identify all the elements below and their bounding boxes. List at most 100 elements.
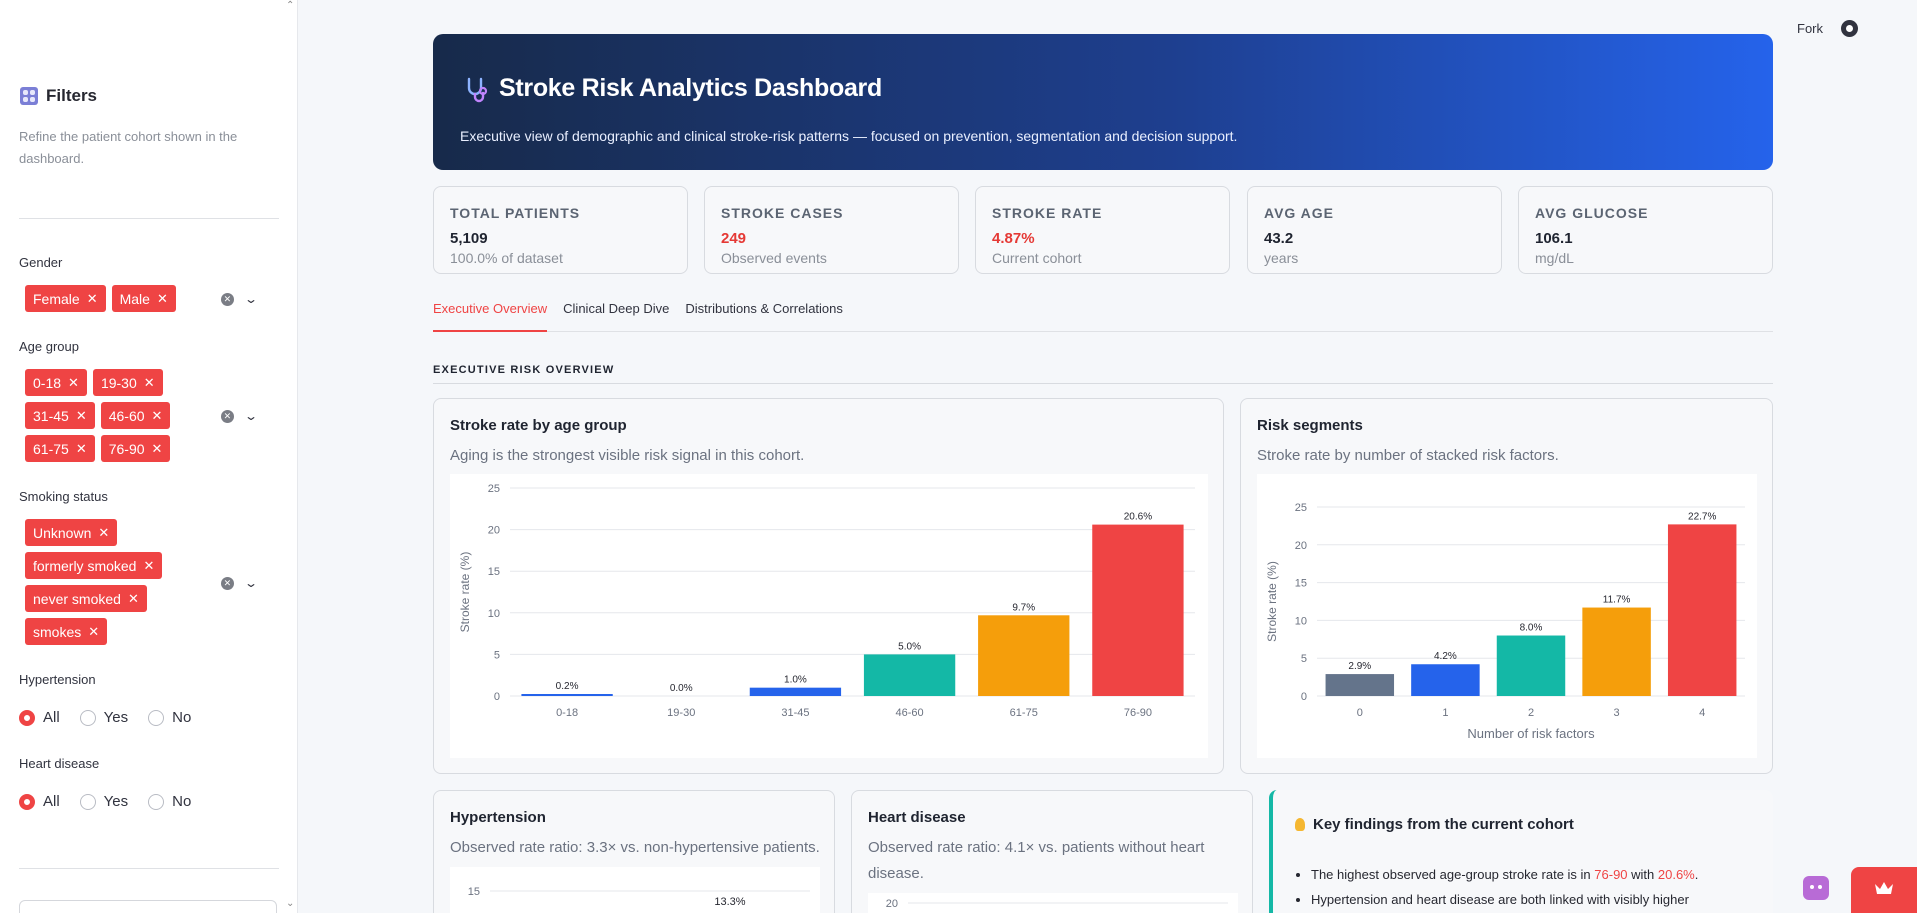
radio-option[interactable]: Yes bbox=[79, 793, 129, 810]
filter-tag[interactable]: 76-90 ✕ bbox=[100, 435, 171, 462]
radio-option[interactable]: Yes bbox=[79, 709, 128, 726]
radio-button[interactable] bbox=[148, 793, 165, 810]
sidebar-input[interactable] bbox=[19, 900, 277, 913]
clear-icon[interactable]: ✕ bbox=[220, 292, 234, 306]
tag-label: Female bbox=[33, 290, 80, 307]
fork-link[interactable]: Fork bbox=[1797, 21, 1823, 36]
kpi-card: AVG AGE 43.2 years bbox=[1247, 186, 1502, 274]
bar bbox=[1325, 674, 1395, 696]
remove-tag-icon[interactable]: ✕ bbox=[143, 557, 155, 573]
stethoscope-icon bbox=[467, 77, 488, 102]
filter-tag[interactable]: 61-75 ✕ bbox=[25, 435, 95, 462]
filter-tag[interactable]: 46-60 ✕ bbox=[100, 402, 171, 429]
remove-tag-icon[interactable]: ✕ bbox=[75, 407, 87, 423]
y-tick-label: 20 bbox=[1295, 540, 1307, 552]
bar-value-label: 13.3% bbox=[714, 896, 745, 908]
clear-icon[interactable]: ✕ bbox=[220, 576, 234, 590]
crown-button[interactable] bbox=[1851, 867, 1917, 913]
remove-tag-icon[interactable]: ✕ bbox=[88, 623, 100, 639]
kpi-value: 249 bbox=[721, 230, 747, 247]
radio-button[interactable] bbox=[79, 793, 96, 810]
filter-tag[interactable]: Male ✕ bbox=[111, 285, 176, 312]
x-tick-label: 3 bbox=[1614, 707, 1620, 719]
remove-tag-icon[interactable]: ✕ bbox=[98, 524, 110, 540]
radio-button[interactable] bbox=[19, 709, 35, 726]
y-tick-label: 15 bbox=[488, 566, 500, 578]
chevron-up-icon[interactable]: ⌃ bbox=[286, 0, 295, 11]
y-tick-label: 0 bbox=[1301, 691, 1307, 703]
gender-controls: ✕ ⌄ bbox=[220, 292, 259, 306]
bar bbox=[1411, 664, 1480, 696]
risk-chart-plot: 0 5 10 15 20 25 2.9% 0 4.2% 1 8.0% 2 11.7% 3 22.7% 4 Str… bbox=[1257, 474, 1757, 758]
section-title: EXECUTIVE RISK OVERVIEW bbox=[433, 364, 615, 376]
x-tick-label: 4 bbox=[1699, 707, 1705, 719]
chevron-down-icon[interactable]: ⌄ bbox=[243, 409, 259, 423]
kpi-label: AVG AGE bbox=[1264, 205, 1335, 221]
radio-label: Yes bbox=[103, 793, 129, 810]
card-title: Risk segments bbox=[1257, 417, 1363, 434]
assistant-bot-icon[interactable] bbox=[1803, 876, 1829, 900]
remove-tag-icon[interactable]: ✕ bbox=[127, 590, 139, 606]
dashboard-subtitle: Executive view of demographic and clinic… bbox=[460, 128, 1238, 144]
filters-title: Filters bbox=[46, 86, 98, 105]
divider bbox=[19, 218, 279, 219]
tag-label: formerly smoked bbox=[33, 557, 137, 574]
x-axis-label: Number of risk factors bbox=[1467, 726, 1595, 741]
remove-tag-icon[interactable]: ✕ bbox=[143, 374, 155, 390]
tab[interactable]: Executive Overview bbox=[433, 298, 548, 332]
kpi-card: STROKE RATE 4.87% Current cohort bbox=[975, 186, 1230, 274]
kpi-label: STROKE CASES bbox=[721, 205, 844, 221]
filter-tag[interactable]: Female ✕ bbox=[25, 285, 106, 312]
x-tick-label: 31-45 bbox=[781, 707, 809, 719]
radio-button[interactable] bbox=[79, 709, 96, 726]
chevron-down-icon[interactable]: ⌄ bbox=[243, 576, 259, 590]
radio-label: All bbox=[43, 793, 60, 810]
github-icon[interactable] bbox=[1841, 20, 1858, 37]
radio-option[interactable]: All bbox=[19, 709, 60, 726]
radio-option[interactable]: All bbox=[19, 793, 60, 810]
remove-tag-icon[interactable]: ✕ bbox=[86, 290, 98, 306]
y-tick-label: 15 bbox=[468, 886, 480, 898]
chevron-down-icon[interactable]: ⌄ bbox=[243, 292, 259, 306]
gender-multiselect[interactable]: Female ✕ Male ✕ ✕ ⌄ bbox=[19, 279, 274, 319]
filter-tag[interactable]: never smoked ✕ bbox=[25, 585, 147, 612]
bar-value-label: 2.9% bbox=[1348, 661, 1371, 672]
sidebar: ⌃ Filters Refine the patient cohort show… bbox=[0, 0, 298, 913]
card-title: Hypertension bbox=[450, 809, 546, 826]
remove-tag-icon[interactable]: ✕ bbox=[75, 440, 87, 456]
radio-button[interactable] bbox=[19, 793, 35, 810]
remove-tag-icon[interactable]: ✕ bbox=[156, 290, 168, 306]
radio-label: No bbox=[172, 709, 192, 726]
radio-option[interactable]: No bbox=[148, 709, 191, 726]
remove-tag-icon[interactable]: ✕ bbox=[151, 440, 163, 456]
radio-button[interactable] bbox=[148, 709, 165, 726]
kpi-subtext: Observed events bbox=[721, 250, 827, 266]
smoking-multiselect[interactable]: Unknown ✕ formerly smoked ✕ never smoked ✕ smo… bbox=[19, 513, 274, 653]
hypertension-label: Hypertension bbox=[19, 672, 96, 687]
clear-icon[interactable]: ✕ bbox=[220, 409, 234, 423]
y-tick-label: 0 bbox=[494, 691, 500, 703]
key-findings-panel: Key findings from the current cohort The… bbox=[1269, 790, 1773, 913]
kpi-value: 43.2 bbox=[1264, 230, 1294, 247]
x-tick-label: 46-60 bbox=[896, 707, 924, 719]
kpi-subtext: Current cohort bbox=[992, 250, 1082, 266]
x-tick-label: 76-90 bbox=[1124, 707, 1152, 719]
remove-tag-icon[interactable]: ✕ bbox=[68, 374, 79, 390]
tag-label: 0-18 bbox=[33, 374, 62, 391]
filter-tag[interactable]: smokes ✕ bbox=[25, 618, 108, 645]
filter-tag[interactable]: Unknown ✕ bbox=[25, 519, 118, 546]
tab[interactable]: Distributions & Correlations bbox=[685, 301, 843, 316]
remove-tag-icon[interactable]: ✕ bbox=[151, 407, 163, 423]
tab[interactable]: Clinical Deep Dive bbox=[563, 301, 670, 316]
filter-tag[interactable]: formerly smoked ✕ bbox=[25, 552, 163, 579]
y-tick-label: 25 bbox=[488, 483, 500, 495]
radio-option[interactable]: No bbox=[148, 793, 191, 810]
filter-tag[interactable]: 19-30 ✕ bbox=[92, 369, 163, 396]
filters-heading: Filters bbox=[20, 86, 97, 106]
tag-label: 19-30 bbox=[100, 374, 137, 391]
age-group-multiselect[interactable]: 0-18 ✕ 19-30 ✕ 31-45 ✕ 46-60 ✕ 61-75 ✕ 76-90 ✕ ✕ ⌄ bbox=[19, 363, 274, 469]
filter-tag[interactable]: 31-45 ✕ bbox=[25, 402, 95, 429]
findings-list: The highest observed age-group stroke ra… bbox=[1311, 862, 1751, 912]
chevron-down-icon[interactable]: ⌄ bbox=[286, 898, 295, 909]
filter-tag[interactable]: 0-18 ✕ bbox=[25, 369, 87, 396]
